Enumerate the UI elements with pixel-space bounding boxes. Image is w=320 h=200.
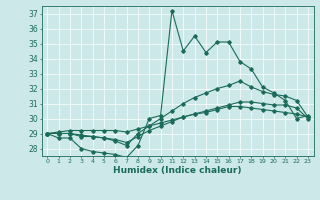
- X-axis label: Humidex (Indice chaleur): Humidex (Indice chaleur): [113, 166, 242, 175]
